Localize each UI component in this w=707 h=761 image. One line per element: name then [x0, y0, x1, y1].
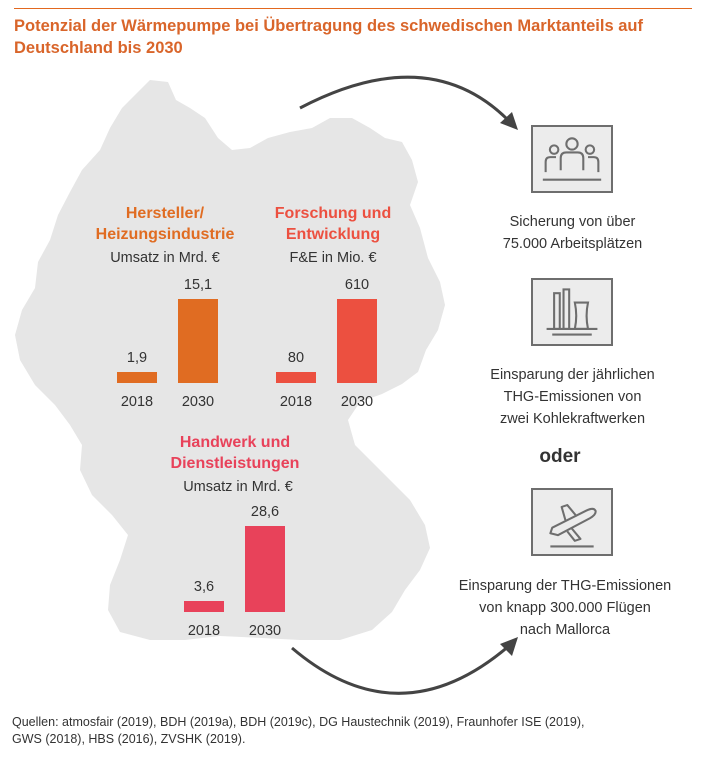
effect2-text: Einsparung der jährlichen THG-Emissionen… [455, 364, 690, 430]
chart1-value-label-2018: 1,9 [126, 350, 148, 367]
people-icon [542, 137, 602, 181]
effect3-text: Einsparung der THG-Emissionen von knapp … [430, 575, 700, 641]
effect1-line1: Sicherung von über [509, 214, 636, 230]
effect1-text: Sicherung von über 75.000 Arbeitsplätzen [465, 211, 680, 255]
chart3-heading: Handwerk und Dienstleistungen [140, 432, 330, 474]
airplane-icon-box [531, 488, 613, 556]
chart1-bar-2018 [117, 372, 157, 383]
chart1-unit: Umsatz in Mrd. € [110, 250, 220, 266]
title-rule [14, 8, 692, 9]
people-icon-box [531, 125, 613, 193]
chart1-value-label-2030: 15,1 [183, 277, 213, 293]
chart2-value-label-2018: 80 [287, 349, 305, 366]
chart3-heading-line1: Handwerk und [179, 434, 291, 451]
chart1-heading-line2: Heizungsindustrie [95, 226, 235, 243]
arrow-top [299, 75, 512, 124]
chart2-heading: Forschung und Entwicklung [248, 203, 418, 245]
effect1-line2: 75.000 Arbeitsplätzen [502, 236, 643, 252]
effect2-line2: THG-Emissionen von [503, 389, 642, 405]
effect3-line2: von knapp 300.000 Flügen [479, 600, 651, 616]
sources-line1: Quellen: atmosfair (2019), BDH (2019a), … [12, 715, 585, 729]
arrow-top-head [500, 112, 518, 130]
chart2-category-label-2018: 2018 [279, 394, 313, 410]
chart1-bar-2030 [178, 299, 218, 383]
chart3-value-label-2018: 3,6 [193, 579, 215, 596]
chart2-bar-2018 [276, 371, 316, 383]
arrow-bottom-head [500, 637, 518, 656]
chart2-bar-2030 [337, 299, 377, 383]
chart3-category-label-2030: 2030 [248, 623, 282, 639]
chart1-category-label-2030: 2030 [181, 394, 215, 410]
chart2-unit: F&E in Mio. € [289, 250, 377, 266]
chart3-heading-line2: Dienstleistungen [170, 455, 300, 472]
chart3-unit: Umsatz in Mrd. € [183, 479, 293, 495]
chart2-category-label-2030: 2030 [340, 394, 374, 410]
chart3-category-label-2018: 2018 [187, 623, 221, 639]
effect2-line3: zwei Kohlekraftwerken [499, 411, 646, 427]
sources-line2: GWS (2018), HBS (2016), ZVSHK (2019). [12, 732, 246, 746]
chart1-category-label-2018: 2018 [120, 394, 154, 410]
chart1-heading: Hersteller/ Heizungsindustrie [70, 203, 260, 245]
power-plant-icon-box [531, 278, 613, 346]
or-label: oder [539, 446, 581, 467]
germany-map-shape [15, 80, 445, 640]
arrow-bottom [291, 643, 511, 695]
airplane-icon [549, 504, 597, 548]
sources-footer: Quellen: atmosfair (2019), BDH (2019a), … [12, 714, 702, 748]
chart2-value-label-2030: 610 [344, 277, 370, 293]
effect3-line1: Einsparung der THG-Emissionen [458, 578, 672, 594]
chart-title: Potenzial der Wärmepumpe bei Übertragung… [14, 17, 643, 57]
chart3-bar-2030 [245, 526, 285, 612]
chart2-heading-line1: Forschung und [274, 205, 392, 222]
effect3-line3: nach Mallorca [519, 622, 611, 638]
chart1-heading-line1: Hersteller/ [125, 205, 205, 222]
chart3-value-label-2030: 28,6 [250, 504, 280, 520]
power-plant-icon [546, 288, 598, 336]
chart2-heading-line2: Entwicklung [285, 226, 381, 243]
chart3-bar-2018 [184, 601, 224, 612]
effect2-line1: Einsparung der jährlichen [490, 367, 655, 383]
